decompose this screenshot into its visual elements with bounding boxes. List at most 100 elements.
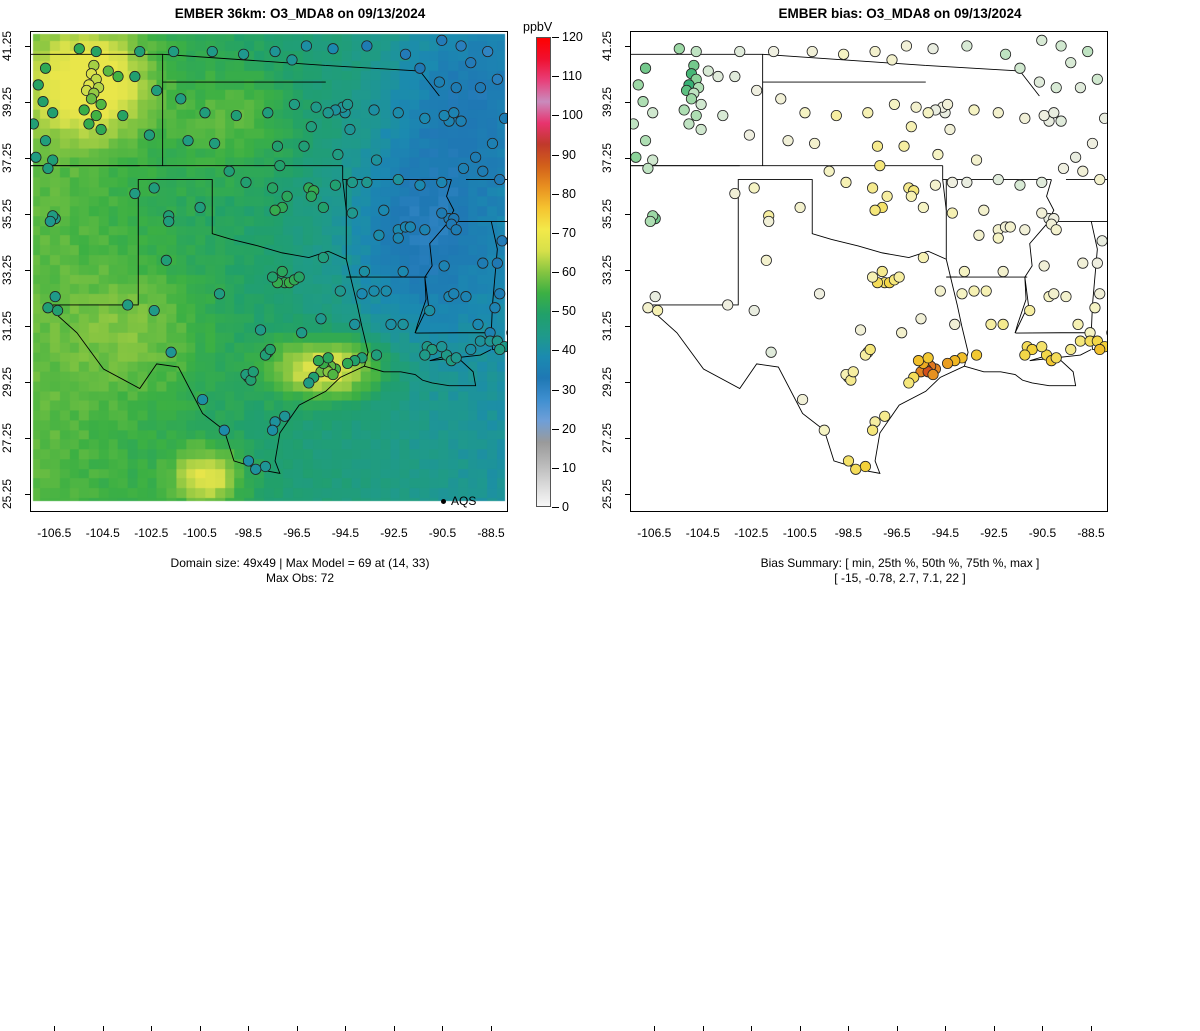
- aqs-site-marker[interactable]: [865, 344, 875, 354]
- aqs-site-marker[interactable]: [219, 425, 229, 435]
- aqs-site-marker[interactable]: [730, 188, 740, 198]
- aqs-site-marker[interactable]: [867, 425, 877, 435]
- aqs-site-marker[interactable]: [643, 303, 653, 313]
- aqs-site-marker[interactable]: [483, 46, 493, 56]
- aqs-site-marker[interactable]: [270, 46, 280, 56]
- aqs-site-marker[interactable]: [1020, 350, 1030, 360]
- aqs-site-marker[interactable]: [901, 41, 911, 51]
- aqs-site-marker[interactable]: [906, 191, 916, 201]
- aqs-site-marker[interactable]: [113, 71, 123, 81]
- aqs-site-marker[interactable]: [1075, 82, 1085, 92]
- aqs-site-marker[interactable]: [499, 113, 507, 123]
- aqs-site-marker[interactable]: [875, 160, 885, 170]
- aqs-site-marker[interactable]: [918, 202, 928, 212]
- aqs-site-marker[interactable]: [686, 94, 696, 104]
- aqs-site-marker[interactable]: [713, 71, 723, 81]
- aqs-site-marker[interactable]: [260, 461, 270, 471]
- aqs-site-marker[interactable]: [144, 130, 154, 140]
- aqs-site-marker[interactable]: [969, 105, 979, 115]
- aqs-site-marker[interactable]: [723, 300, 733, 310]
- aqs-site-marker[interactable]: [277, 266, 287, 276]
- aqs-site-marker[interactable]: [275, 160, 285, 170]
- aqs-site-marker[interactable]: [461, 291, 471, 301]
- aqs-site-marker[interactable]: [393, 233, 403, 243]
- aqs-site-marker[interactable]: [640, 135, 650, 145]
- aqs-site-marker[interactable]: [631, 119, 639, 129]
- aqs-site-marker[interactable]: [74, 44, 84, 54]
- aqs-site-marker[interactable]: [1090, 303, 1100, 313]
- aqs-site-marker[interactable]: [872, 141, 882, 151]
- aqs-site-marker[interactable]: [176, 94, 186, 104]
- aqs-site-marker[interactable]: [301, 41, 311, 51]
- aqs-site-marker[interactable]: [347, 177, 357, 187]
- aqs-site-marker[interactable]: [251, 464, 261, 474]
- aqs-site-marker[interactable]: [1061, 291, 1071, 301]
- aqs-site-marker[interactable]: [267, 183, 277, 193]
- aqs-site-marker[interactable]: [896, 328, 906, 338]
- aqs-site-marker[interactable]: [1025, 305, 1035, 315]
- aqs-site-marker[interactable]: [971, 155, 981, 165]
- aqs-site-marker[interactable]: [1051, 225, 1061, 235]
- aqs-site-marker[interactable]: [323, 353, 333, 363]
- aqs-site-marker[interactable]: [393, 108, 403, 118]
- aqs-site-marker[interactable]: [684, 119, 694, 129]
- aqs-site-marker[interactable]: [993, 108, 1003, 118]
- aqs-site-marker[interactable]: [398, 319, 408, 329]
- aqs-site-marker[interactable]: [200, 108, 210, 118]
- aqs-site-marker[interactable]: [45, 216, 55, 226]
- aqs-site-marker[interactable]: [1015, 180, 1025, 190]
- aqs-site-marker[interactable]: [420, 113, 430, 123]
- aqs-site-marker[interactable]: [735, 46, 745, 56]
- aqs-site-marker[interactable]: [1020, 113, 1030, 123]
- aqs-site-marker[interactable]: [730, 71, 740, 81]
- aqs-site-marker[interactable]: [1056, 116, 1066, 126]
- aqs-site-marker[interactable]: [971, 350, 981, 360]
- aqs-site-marker[interactable]: [466, 344, 476, 354]
- aqs-site-marker[interactable]: [1015, 63, 1025, 73]
- aqs-site-marker[interactable]: [749, 305, 759, 315]
- aqs-site-marker[interactable]: [1095, 174, 1105, 184]
- aqs-site-marker[interactable]: [333, 149, 343, 159]
- aqs-site-marker[interactable]: [974, 230, 984, 240]
- aqs-site-marker[interactable]: [425, 305, 435, 315]
- aqs-site-marker[interactable]: [1083, 46, 1093, 56]
- aqs-site-marker[interactable]: [91, 110, 101, 120]
- aqs-site-marker[interactable]: [887, 55, 897, 65]
- aqs-site-marker[interactable]: [238, 49, 248, 59]
- aqs-site-marker[interactable]: [959, 266, 969, 276]
- aqs-site-marker[interactable]: [1037, 208, 1047, 218]
- aqs-site-marker[interactable]: [96, 124, 106, 134]
- aqs-site-marker[interactable]: [495, 289, 505, 299]
- aqs-site-marker[interactable]: [718, 110, 728, 120]
- aqs-site-marker[interactable]: [928, 44, 938, 54]
- aqs-site-marker[interactable]: [831, 110, 841, 120]
- aqs-site-marker[interactable]: [950, 319, 960, 329]
- aqs-site-marker[interactable]: [381, 286, 391, 296]
- aqs-site-marker[interactable]: [751, 85, 761, 95]
- aqs-site-marker[interactable]: [342, 99, 352, 109]
- aqs-site-marker[interactable]: [451, 353, 461, 363]
- aqs-site-marker[interactable]: [123, 300, 133, 310]
- aqs-site-marker[interactable]: [1037, 35, 1047, 45]
- aqs-site-marker[interactable]: [398, 266, 408, 276]
- aqs-site-marker[interactable]: [328, 44, 338, 54]
- aqs-site-marker[interactable]: [1039, 261, 1049, 271]
- aqs-site-marker[interactable]: [679, 105, 689, 115]
- aqs-site-marker[interactable]: [371, 155, 381, 165]
- aqs-site-marker[interactable]: [374, 230, 384, 240]
- aqs-site-marker[interactable]: [166, 347, 176, 357]
- aqs-site-marker[interactable]: [744, 130, 754, 140]
- aqs-site-marker[interactable]: [638, 96, 648, 106]
- aqs-site-marker[interactable]: [928, 369, 938, 379]
- aqs-site-marker[interactable]: [998, 319, 1008, 329]
- aqs-site-marker[interactable]: [96, 99, 106, 109]
- aqs-site-marker[interactable]: [870, 46, 880, 56]
- aqs-site-marker[interactable]: [1051, 353, 1061, 363]
- aqs-site-marker[interactable]: [962, 41, 972, 51]
- aqs-site-marker[interactable]: [819, 425, 829, 435]
- aqs-site-marker[interactable]: [1099, 113, 1107, 123]
- aqs-site-marker[interactable]: [371, 350, 381, 360]
- model-aqs-markers[interactable]: [31, 32, 507, 511]
- aqs-site-marker[interactable]: [369, 286, 379, 296]
- aqs-site-marker[interactable]: [451, 82, 461, 92]
